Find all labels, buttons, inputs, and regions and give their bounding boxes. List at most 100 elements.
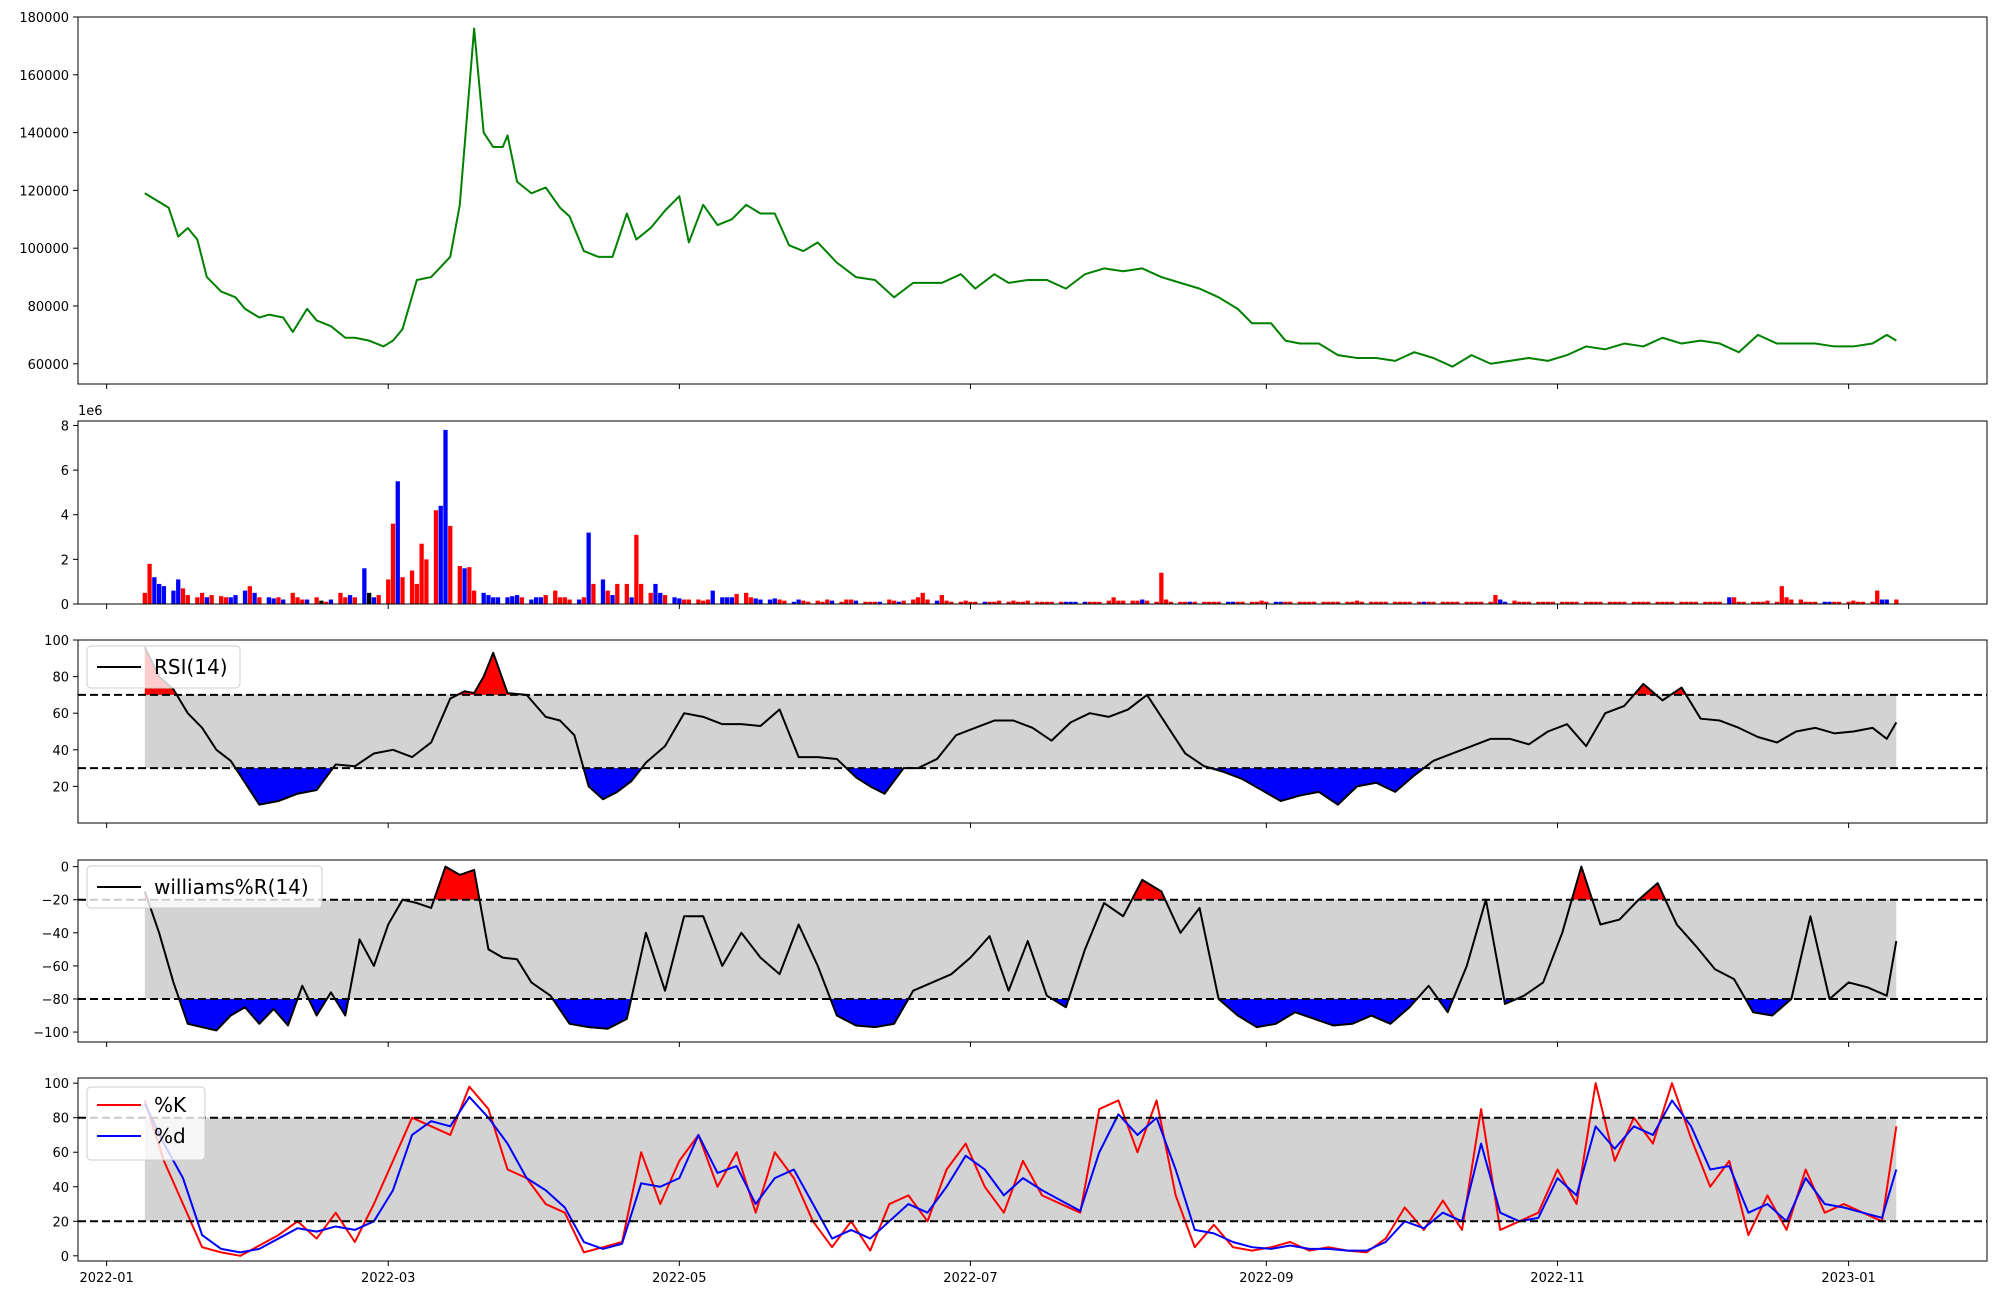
volume-bar	[171, 590, 176, 604]
volume-bar	[849, 599, 854, 604]
volume-bar	[1393, 601, 1398, 604]
volume-bar	[634, 534, 639, 604]
volume-bar	[295, 597, 300, 604]
volume-bar	[815, 600, 820, 604]
volume-bar	[529, 599, 534, 604]
volume-bar	[1116, 600, 1121, 604]
volume-bar	[653, 583, 658, 604]
x-tick-label: 2022-07	[943, 1271, 997, 1286]
volume-bar	[562, 597, 567, 604]
volume-bar	[304, 599, 310, 604]
rsi-legend: RSI(14)	[86, 645, 241, 689]
volume-bar	[1875, 590, 1880, 604]
volume-bar	[1035, 601, 1040, 604]
volume-bar	[1378, 601, 1384, 604]
volume-bar	[1455, 601, 1460, 604]
volume-bar	[1541, 601, 1546, 604]
volume-bar	[996, 600, 1002, 604]
volume-bar	[204, 597, 209, 604]
volume-bar	[968, 601, 973, 604]
volume-bar	[758, 599, 763, 604]
volume-bar	[973, 601, 978, 604]
volume-bar	[142, 592, 147, 604]
price-panel: 60000 80000 100000 120000 140000 160000 180000	[19, 11, 1988, 389]
volume-bar	[176, 579, 181, 604]
volume-bar	[1779, 586, 1784, 604]
volume-bar	[1140, 599, 1145, 604]
volume-bar	[1130, 600, 1135, 604]
volume-bar	[386, 579, 391, 604]
volume-bar	[1106, 600, 1112, 604]
volume-bar	[1016, 601, 1021, 604]
volume-bar	[1426, 601, 1431, 604]
volume-bar	[1097, 601, 1102, 604]
volume-bar	[939, 595, 944, 604]
volume-bar	[371, 597, 377, 604]
volume-bar	[1331, 601, 1336, 604]
x-tick-label: 2022-03	[361, 1271, 415, 1286]
williams-legend-label: williams%R(14)	[154, 875, 309, 899]
volume-frame	[77, 420, 1988, 605]
volume-bar	[514, 595, 520, 604]
volume-bar	[1822, 601, 1827, 604]
volume-bar	[1517, 601, 1522, 604]
volume-bar	[290, 592, 295, 604]
volume-bar	[1092, 601, 1097, 604]
volume-bar	[949, 601, 954, 604]
volume-bar	[1879, 599, 1885, 604]
volume-bar	[1832, 601, 1837, 604]
volume-bar	[376, 595, 381, 604]
volume-bar	[1445, 601, 1450, 604]
volume-bar	[1736, 601, 1741, 604]
rsi-ytick-label: 20	[52, 780, 69, 795]
volume-bar	[1288, 601, 1293, 604]
volume-bar	[1087, 601, 1092, 604]
volume-ytick-label: 6	[61, 464, 69, 479]
volume-bar	[180, 588, 186, 604]
stochastic-panel: 0 20 40 60 80 100 %K %d	[44, 1077, 1988, 1266]
volume-offset-label: 1e6	[78, 404, 103, 419]
volume-bar	[1402, 601, 1407, 604]
stochastic-ytick-label: 20	[52, 1215, 69, 1230]
rsi-ytick-label: 80	[52, 671, 69, 686]
rsi-line	[143, 646, 1898, 806]
volume-bar	[228, 597, 233, 604]
volume-bar	[872, 601, 878, 604]
volume-bar	[1688, 601, 1694, 604]
rsi-oversold-fill	[583, 768, 642, 800]
volume-bar	[1598, 601, 1603, 604]
williams-legend: williams%R(14)	[86, 865, 323, 909]
volume-bar	[1860, 601, 1866, 604]
volume-bar	[1211, 601, 1216, 604]
volume-bar	[219, 596, 224, 604]
volume-bar	[853, 600, 859, 604]
volume-bar	[1307, 601, 1312, 604]
volume-bar	[825, 599, 830, 604]
rsi-ytick-label: 40	[52, 744, 69, 759]
volume-bar	[543, 595, 548, 604]
volume-bar	[1493, 595, 1498, 604]
volume-bar	[901, 600, 906, 604]
williams-overbought-fill	[434, 866, 480, 900]
volume-bar	[1856, 601, 1861, 604]
volume-bar	[505, 597, 510, 604]
volume-bar	[581, 597, 587, 604]
volume-bar	[161, 586, 167, 604]
volume-bar	[1521, 601, 1527, 604]
volume-bar	[433, 510, 439, 604]
williams-line	[143, 865, 1898, 1032]
volume-bar	[982, 601, 987, 604]
volume-bar	[915, 597, 921, 604]
volume-bar	[772, 598, 777, 604]
volume-bar	[1283, 601, 1288, 604]
volume-bar	[777, 599, 782, 604]
k-line	[143, 1082, 1898, 1257]
volume-bar	[1264, 601, 1269, 604]
volume-bar	[1712, 601, 1718, 604]
volume-bar	[414, 583, 419, 604]
price-line	[144, 27, 1897, 368]
volume-bar	[1617, 601, 1622, 604]
williams-oversold-fill	[1745, 998, 1792, 1016]
volume-bar	[152, 577, 157, 604]
volume-bar	[591, 583, 596, 604]
